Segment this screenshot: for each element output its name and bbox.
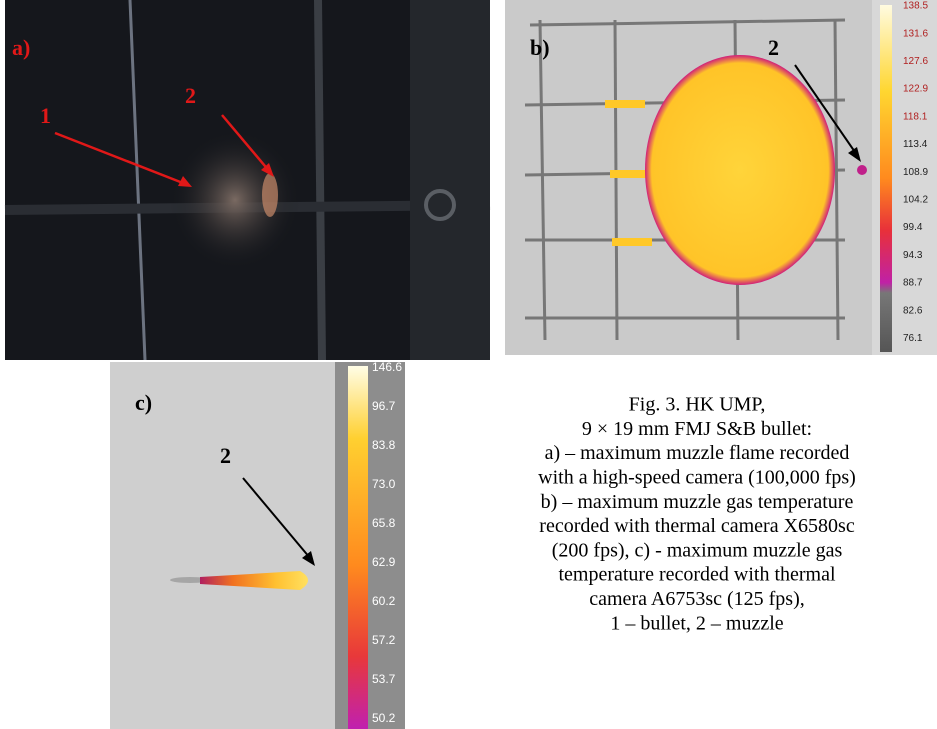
scale-label: 83.8 xyxy=(372,438,396,452)
marker-label: 2 xyxy=(220,443,231,468)
caption-line: 1 – bullet, 2 – muzzle xyxy=(610,612,783,634)
scale-label: 127.6 xyxy=(903,56,928,67)
scale-label: 60.2 xyxy=(372,594,396,608)
marker-label: 1 xyxy=(40,103,51,128)
caption: Fig. 3. HK UMP,9 × 19 mm FMJ S&B bullet:… xyxy=(538,394,856,635)
scale-label: 76.1 xyxy=(903,333,923,344)
page: a) 1 2 b) 2 138.5 131.6 127.6 122.9 118.1 113… xyxy=(0,0,937,729)
caption-line: Fig. 3. HK UMP, xyxy=(629,394,766,416)
scale-label: 108.9 xyxy=(903,167,928,178)
scale-label: 62.9 xyxy=(372,555,396,569)
figure: a) 1 2 b) 2 138.5 131.6 127.6 122.9 118.1 113… xyxy=(0,0,937,729)
scale-label: 104.2 xyxy=(903,195,928,206)
scale-label: 122.9 xyxy=(903,84,928,95)
scale-label: 94.3 xyxy=(903,250,923,261)
caption-line: camera A6753sc (125 fps), xyxy=(589,588,805,610)
scale-label: 118.1 xyxy=(903,111,928,122)
scale-label: 65.8 xyxy=(372,516,396,530)
scale-label: 88.7 xyxy=(903,278,923,289)
caption-line: temperature recorded with thermal xyxy=(558,564,836,586)
panel-c: c) 2 146.6 96.7 83.8 73.0 65.8 62.9 60.2 57.2 53… xyxy=(110,360,405,729)
caption-line: a) – maximum muzzle flame recorded xyxy=(545,442,850,464)
caption-line: 9 × 19 mm FMJ S&B bullet: xyxy=(582,418,812,440)
scale-label: 96.7 xyxy=(372,399,396,413)
scale-label: 99.4 xyxy=(903,222,923,233)
caption-line: (200 fps), c) - maximum muzzle gas xyxy=(552,539,843,561)
panel-a: a) 1 2 xyxy=(5,0,490,360)
scale-label: 138.5 xyxy=(903,1,928,12)
scale-label: 146.6 xyxy=(372,360,402,374)
scale-label: 73.0 xyxy=(372,477,396,491)
caption-line: b) – maximum muzzle gas temperature xyxy=(541,491,854,513)
caption-line: with a high-speed camera (100,000 fps) xyxy=(538,466,856,488)
panel-b: b) 2 138.5 131.6 127.6 122.9 118.1 113.4 108.9… xyxy=(505,0,937,355)
scale-label: 53.7 xyxy=(372,672,396,686)
scale-label: 82.6 xyxy=(903,305,923,316)
panel-label: a) xyxy=(12,35,30,60)
scale-label: 50.2 xyxy=(372,711,396,725)
marker-label: 2 xyxy=(185,83,196,108)
panel-label: b) xyxy=(530,35,550,60)
caption-line: recorded with thermal camera X6580sc xyxy=(539,515,855,537)
panel-label: c) xyxy=(135,390,152,415)
marker-label: 2 xyxy=(768,35,779,60)
scale-label: 113.4 xyxy=(903,139,928,150)
scale-label: 57.2 xyxy=(372,633,396,647)
scale-label: 131.6 xyxy=(903,28,928,39)
